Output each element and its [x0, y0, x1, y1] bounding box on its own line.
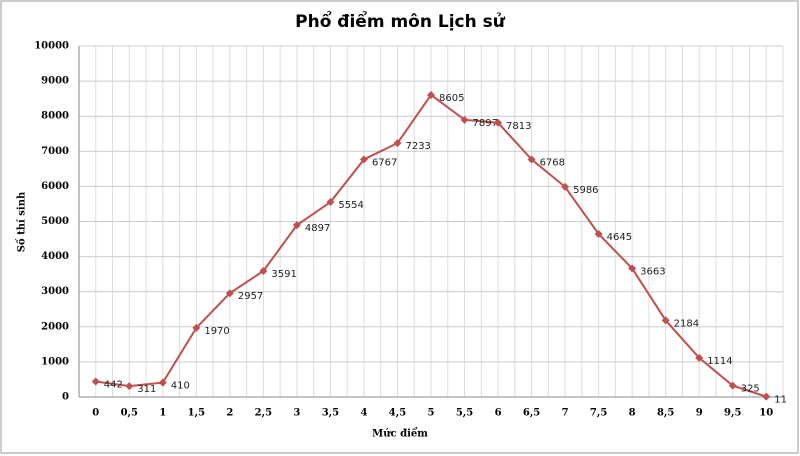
marker — [393, 139, 402, 148]
x-tick-label: 4,5 — [389, 408, 406, 419]
data-label: 1970 — [204, 326, 229, 337]
data-label: 442 — [104, 379, 123, 390]
marker — [125, 382, 134, 391]
marker — [225, 289, 234, 298]
y-tick-label: 5000 — [41, 216, 69, 227]
data-label: 7233 — [405, 141, 430, 152]
y-tick-label: 1000 — [41, 356, 69, 367]
marker — [527, 155, 536, 164]
y-tick-label: 0 — [62, 392, 69, 403]
x-tick-label: 3,5 — [322, 408, 339, 419]
x-tick-label: 2,5 — [255, 408, 272, 419]
chart-title: Phổ điểm môn Lịch sử — [295, 10, 506, 32]
x-tick-label: 10 — [759, 408, 773, 419]
x-tick-label: 5,5 — [456, 408, 473, 419]
marker — [259, 266, 268, 275]
marker — [460, 115, 469, 124]
marker — [158, 378, 167, 387]
marker — [728, 381, 737, 390]
marker — [695, 353, 704, 362]
data-label: 325 — [741, 384, 760, 395]
x-tick-label: 3 — [293, 408, 300, 419]
data-label: 5554 — [338, 200, 363, 211]
data-label: 1114 — [707, 356, 732, 367]
marker — [292, 221, 301, 230]
marker — [494, 118, 503, 127]
marker — [661, 316, 670, 325]
data-label: 4645 — [607, 232, 632, 243]
data-label: 7813 — [506, 121, 531, 132]
y-tick-label: 8000 — [41, 111, 69, 122]
x-tick-label: 7,5 — [590, 408, 607, 419]
y-tick-label: 4000 — [41, 251, 69, 262]
x-tick-label: 4 — [360, 408, 367, 419]
data-label: 311 — [137, 384, 156, 395]
y-tick-label: 3000 — [41, 286, 69, 297]
marker — [762, 392, 771, 401]
x-tick-label: 9 — [696, 408, 703, 419]
marker — [91, 377, 100, 386]
data-label: 4897 — [305, 223, 330, 234]
y-axis-label: Số thí sinh — [16, 191, 28, 252]
x-tick-label: 7 — [562, 408, 569, 419]
data-label: 7897 — [473, 118, 498, 129]
data-label: 3663 — [640, 266, 665, 277]
x-tick-label: 9,5 — [724, 408, 741, 419]
y-tick-label: 10000 — [34, 41, 69, 52]
data-label: 5986 — [573, 185, 598, 196]
marker — [594, 229, 603, 238]
marker — [427, 90, 435, 99]
marker — [561, 182, 570, 191]
x-tick-label: 2 — [226, 408, 233, 419]
x-tick-label: 1 — [159, 408, 166, 419]
data-label: 3591 — [271, 269, 296, 280]
data-label: 11 — [774, 395, 787, 406]
x-tick-label: 8,5 — [657, 408, 674, 419]
data-label: 6767 — [372, 157, 397, 168]
marker — [326, 198, 335, 207]
y-tick-label: 2000 — [41, 321, 69, 332]
marker — [359, 155, 368, 164]
y-tick-label: 7000 — [41, 146, 69, 157]
x-tick-label: 6 — [495, 408, 502, 419]
y-tick-label: 9000 — [41, 76, 69, 87]
data-label: 2957 — [238, 291, 263, 302]
data-label: 8605 — [439, 93, 464, 104]
data-label: 2184 — [674, 318, 699, 329]
x-tick-label: 6,5 — [523, 408, 540, 419]
x-tick-label: 1,5 — [188, 408, 205, 419]
x-tick-label: 0 — [92, 408, 99, 419]
y-tick-label: 6000 — [41, 181, 69, 192]
x-axis-label: Mức điểm — [372, 428, 428, 440]
x-tick-label: 8 — [629, 408, 636, 419]
data-label: 410 — [171, 381, 190, 392]
data-label: 6768 — [540, 157, 565, 168]
marker — [628, 264, 637, 273]
x-tick-label: 5 — [428, 408, 435, 419]
x-tick-label: 0,5 — [121, 408, 138, 419]
marker — [192, 323, 201, 332]
